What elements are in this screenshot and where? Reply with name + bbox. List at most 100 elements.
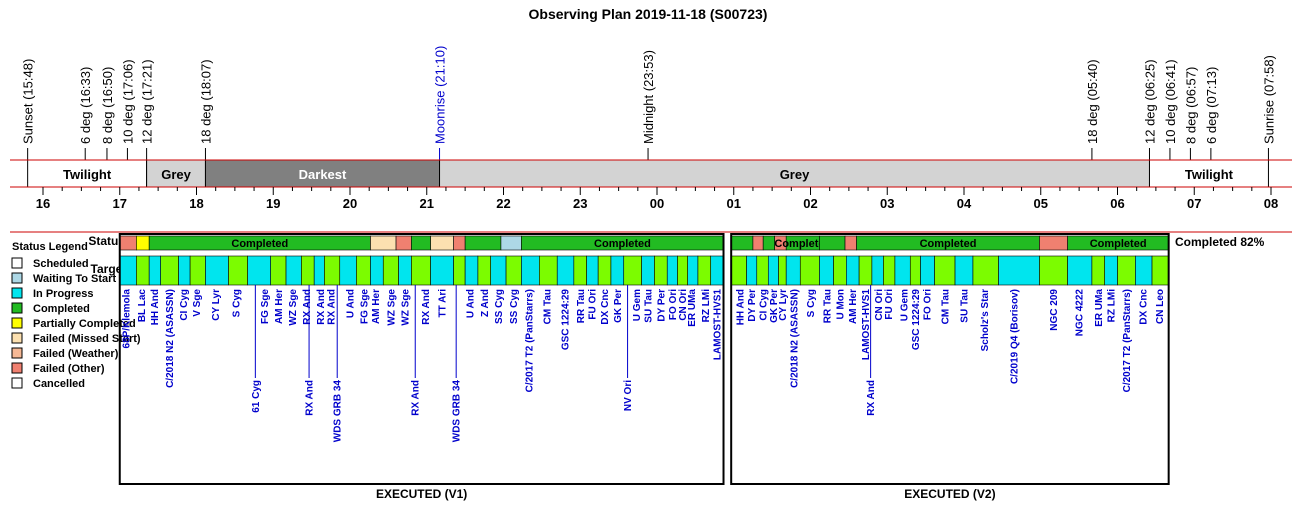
legend-swatch (11, 377, 23, 389)
sky-period-label: Darkest (299, 167, 347, 182)
target-label: WZ Sge (401, 289, 412, 326)
sky-period-block (27, 159, 148, 188)
status-row: Completed Completed Completed Completed Comp… (119, 235, 1169, 251)
legend-item: Waiting To Start (33, 273, 116, 285)
target-label: U And (346, 289, 357, 318)
event-label: Moonrise (21:10) (433, 46, 448, 144)
target-slot (339, 255, 357, 286)
targets-bar (119, 255, 1169, 286)
target-label: FO Ori (922, 289, 933, 320)
status-segment-label: Completed (920, 238, 977, 250)
target-slot (677, 255, 689, 286)
status-segment (762, 235, 775, 251)
target-label: RX And (326, 289, 337, 325)
status-segment (430, 235, 454, 251)
target-label: SU Tau (960, 289, 971, 323)
target-label: CN Leo (1155, 289, 1166, 324)
target-label: C/2018 N2 (ASASSN) (165, 289, 176, 388)
target-label: FG Sge (260, 289, 271, 324)
target-label: U Gem (899, 289, 910, 321)
target-label: 61 Cyg (251, 380, 262, 413)
target-slot (833, 255, 847, 286)
target-label: C/2019 Q4 (Borisov) (1009, 289, 1020, 384)
target-slot (1039, 255, 1068, 286)
sky-period-label: Grey (161, 167, 191, 182)
status-segment (464, 235, 502, 251)
target-slot (301, 255, 315, 286)
target-slot (1135, 255, 1153, 286)
target-label: LAMOST-HVS1 (713, 289, 724, 361)
target-label: C/2017 T2 (PanStarrs) (1122, 289, 1133, 392)
status-segment (1039, 235, 1068, 251)
execution-box (118, 233, 725, 485)
hour-tick-label: 20 (343, 196, 357, 211)
target-slot (270, 255, 287, 286)
target-label: S Cyg (806, 289, 817, 317)
target-slot (767, 255, 779, 286)
target-label: CI Cyg (759, 289, 770, 321)
status-segment (844, 235, 857, 251)
target-slot (477, 255, 492, 286)
target-label: RX And (302, 289, 313, 325)
target-slot (1104, 255, 1118, 286)
target-slot (785, 255, 801, 286)
target-label: GK Per (613, 289, 624, 323)
chart-title: Observing Plan 2019-11-18 (S00723) (529, 6, 768, 22)
legend-swatch (11, 332, 23, 344)
target-slot (858, 255, 873, 286)
status-row-label: Status (88, 234, 125, 248)
status-segment (411, 235, 431, 251)
target-label: WDS GRB 34 (452, 380, 463, 443)
target-label: CY Lyr (211, 289, 222, 321)
target-label: Z And (480, 289, 491, 317)
hour-tick-label: 21 (420, 196, 434, 211)
status-segment (819, 235, 846, 251)
target-label: TT Ari (438, 289, 449, 318)
event-label: Sunrise (07:58) (1261, 55, 1276, 144)
target-label: AM Her (848, 289, 859, 324)
target-label: V Sge (192, 289, 203, 317)
target-slot (1091, 255, 1106, 286)
status-segment (453, 235, 466, 251)
target-label: CN Ori (874, 289, 885, 321)
target-label: GSC 1224:29 (911, 289, 922, 351)
target-slot (746, 255, 758, 286)
hour-tick-label: 04 (957, 196, 972, 211)
target-label: NGC 4222 (1075, 289, 1086, 337)
execution-boxes: EXECUTED (V1) EXECUTED (V2) (118, 233, 1170, 501)
status-segment-label: Completed (231, 238, 288, 250)
target-slot (954, 255, 974, 286)
target-slot (920, 255, 935, 286)
target-slot (205, 255, 229, 286)
event-label: 8 deg (16:50) (100, 67, 115, 144)
legend-title: Status Legend (12, 241, 88, 253)
target-label: GSC 1224:29 (560, 289, 571, 351)
target-slot (370, 255, 384, 286)
target-slot (756, 255, 769, 286)
legend-item: Cancelled (33, 378, 85, 390)
target-slot (972, 255, 999, 286)
target-slot (521, 255, 540, 286)
target-label: ER UMa (1094, 289, 1105, 327)
sky-period-block (204, 159, 441, 188)
target-slot (846, 255, 860, 286)
target-label: DX Cnc (1139, 289, 1150, 325)
target-slot (998, 255, 1040, 286)
target-slot (556, 255, 575, 286)
hour-tick-label: 00 (650, 196, 664, 211)
target-label: WZ Sge (288, 289, 299, 326)
target-label: CM Tau (940, 289, 951, 324)
target-slot (623, 255, 642, 286)
event-label: 10 deg (17:06) (120, 59, 135, 144)
target-slot (136, 255, 150, 286)
target-label: CI Cyg (179, 289, 190, 321)
hour-tick-label: 07 (1187, 196, 1201, 211)
target-label: U And (466, 289, 477, 318)
target-label: U Gem (632, 289, 643, 321)
legend-item: Completed (33, 303, 90, 315)
status-segment (730, 235, 754, 251)
target-label: NGC 209 (1049, 289, 1060, 331)
target-label: SS Cyg (494, 289, 505, 324)
target-label: RZ LMi (701, 289, 712, 323)
hour-tick-label: 16 (36, 196, 50, 211)
